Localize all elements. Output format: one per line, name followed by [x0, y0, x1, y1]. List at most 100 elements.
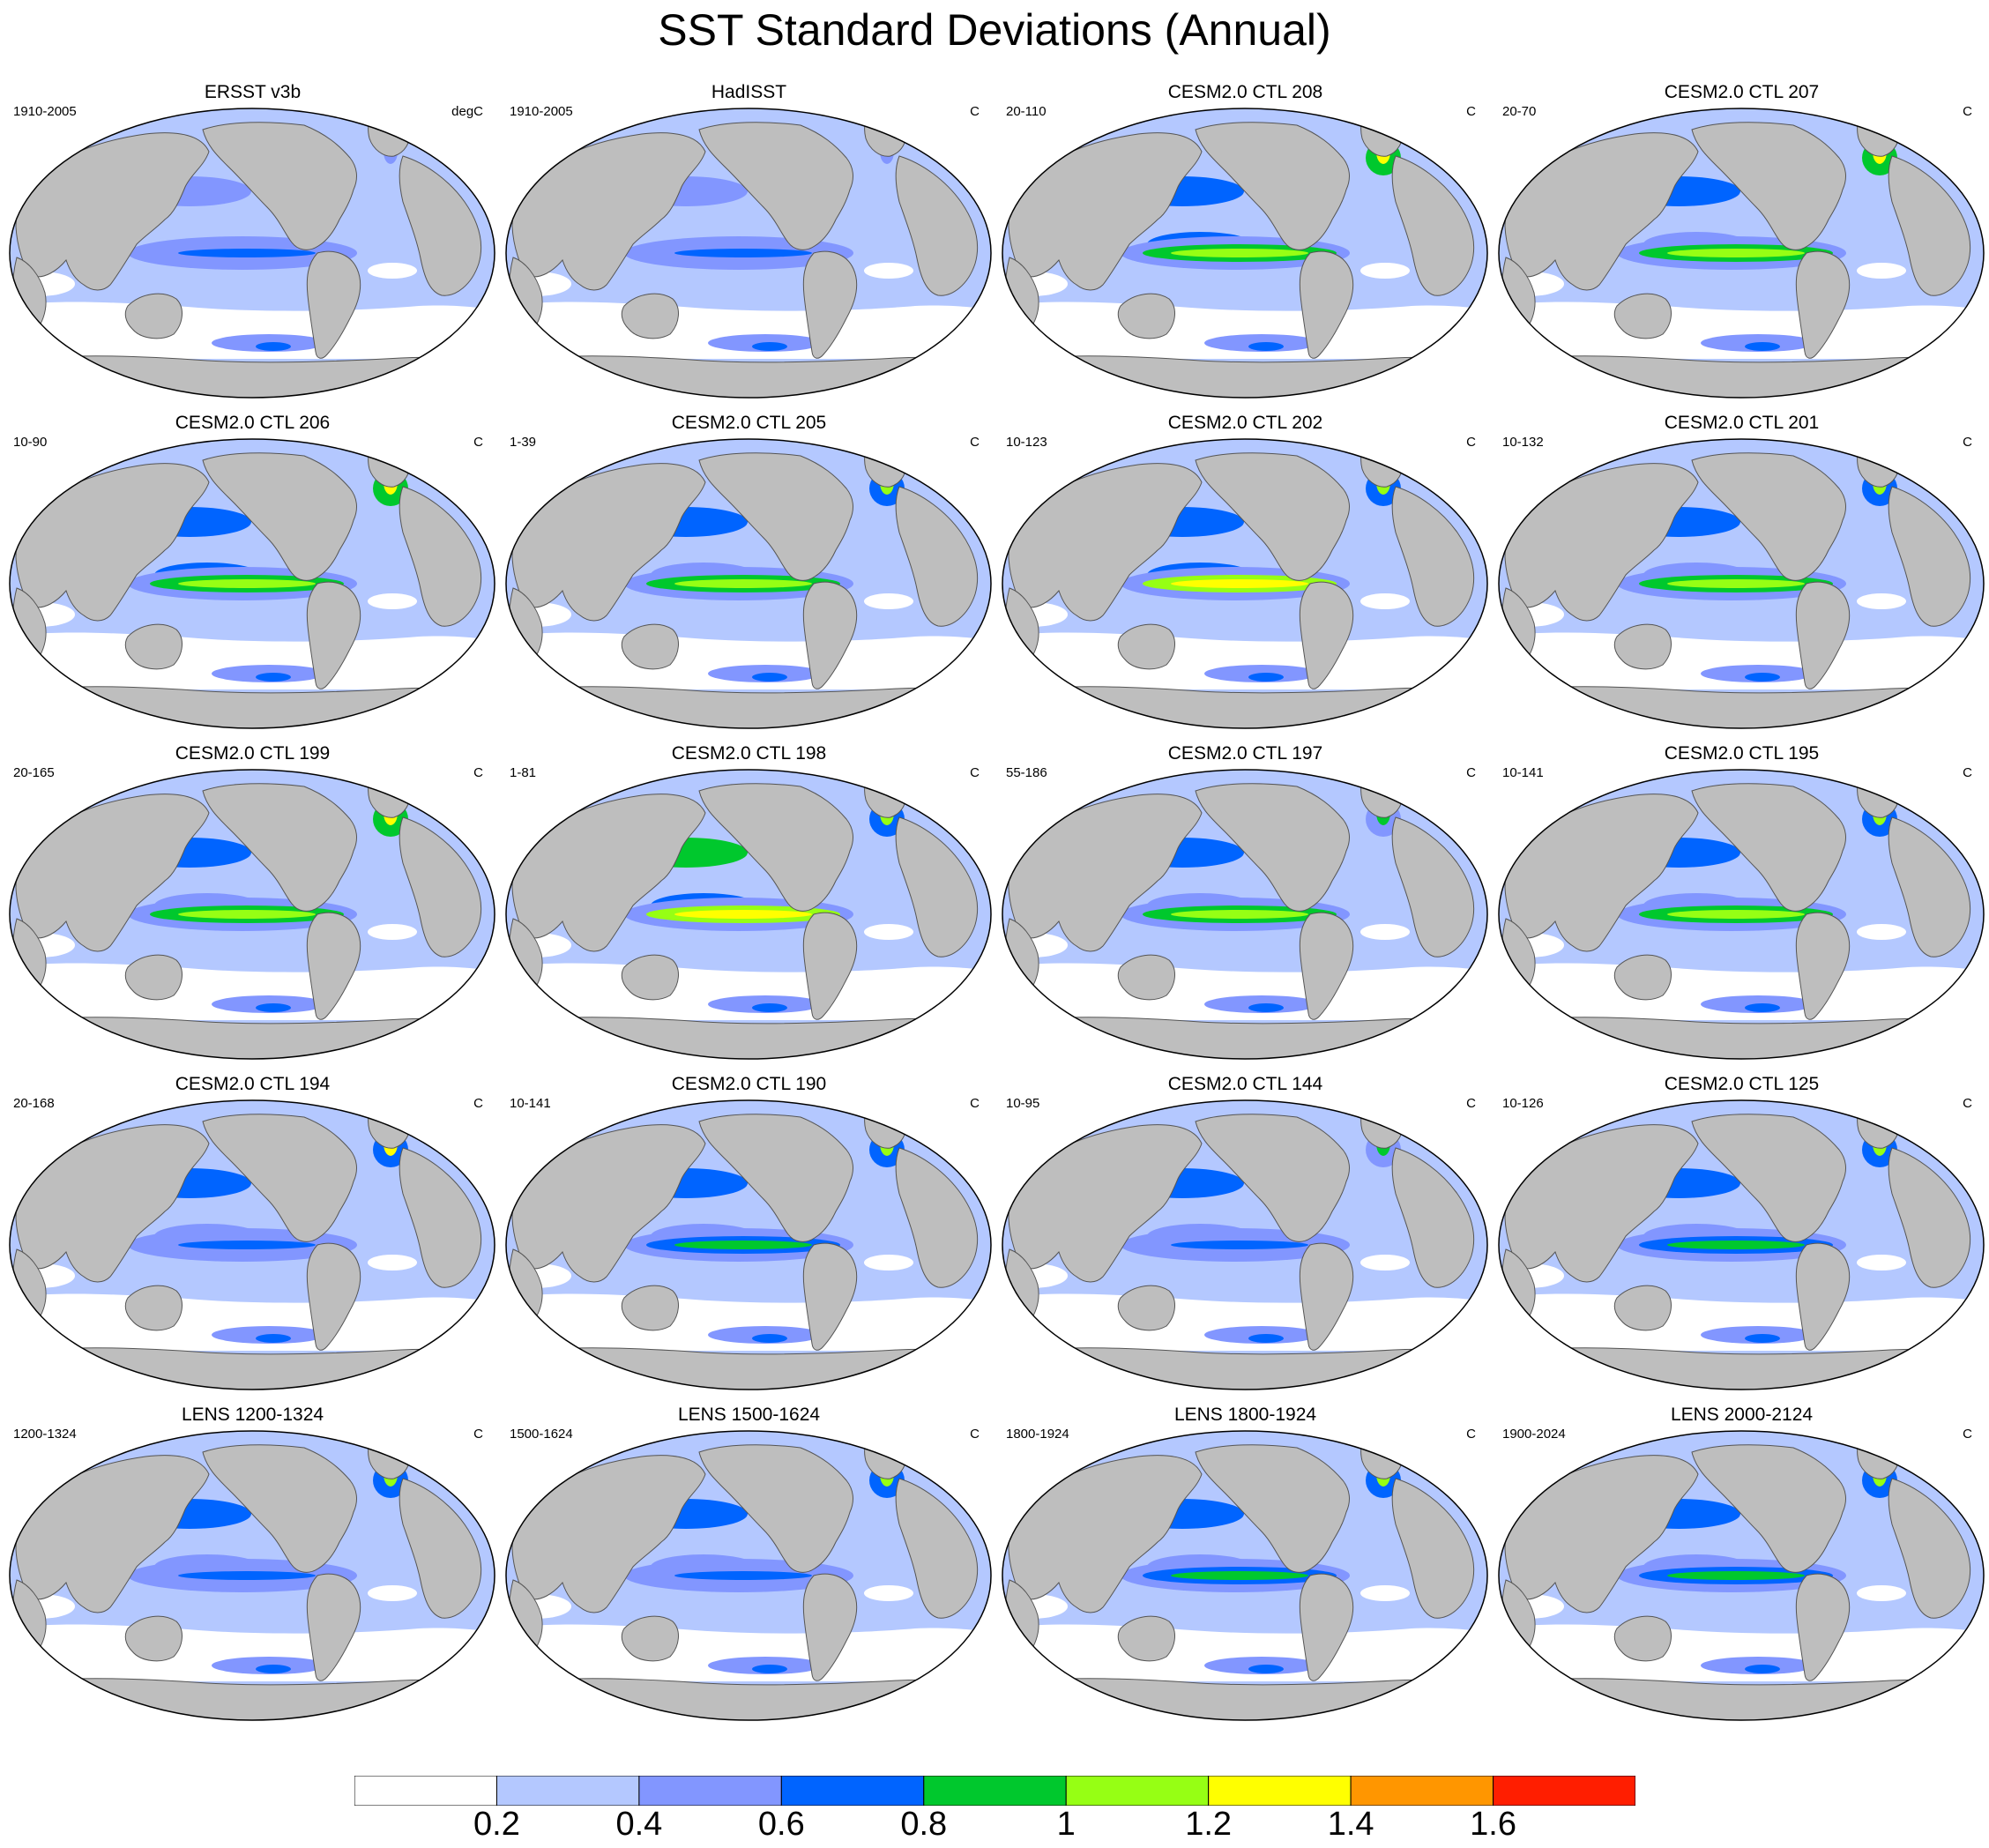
colorbar-tick-label: 1 [1056, 1806, 1076, 1843]
sst-map [1002, 769, 1488, 1060]
panel-units-label: C [970, 1427, 980, 1442]
map-panel: CESM2.0 CTL 205 1-39 C [501, 413, 997, 734]
colorbar-tick-label: 0.6 [757, 1806, 805, 1843]
colorbar [354, 1776, 1635, 1806]
panel-period-label: 1900-2024 [1502, 1427, 1566, 1442]
panel-period-label: 1500-1624 [510, 1427, 573, 1442]
panel-units-label: C [1963, 1096, 1972, 1111]
map-panel: CESM2.0 CTL 144 10-95 C [997, 1074, 1494, 1396]
sst-map [505, 108, 992, 399]
panel-period-label: 1800-1924 [1006, 1427, 1069, 1442]
panel-units-label: C [970, 104, 980, 119]
colorbar-segment [1065, 1776, 1210, 1806]
map-panel: CESM2.0 CTL 125 10-126 C [1494, 1074, 1989, 1396]
map-panel: CESM2.0 CTL 207 20-70 C [1494, 82, 1989, 404]
colorbar-tick-label: 1.4 [1327, 1806, 1374, 1843]
map-panel: CESM2.0 CTL 198 1-81 C [501, 743, 997, 1065]
map-panel: CESM2.0 CTL 195 10-141 C [1494, 743, 1989, 1065]
panel-period-label: 20-165 [13, 765, 55, 780]
panel-period-label: 1-81 [510, 765, 537, 780]
sst-map [505, 438, 992, 729]
sst-map [1498, 108, 1985, 399]
colorbar-tick-label: 0.2 [473, 1806, 520, 1843]
sst-map [9, 769, 495, 1060]
panel-units-label: C [1963, 435, 1972, 450]
panel-period-label: 10-123 [1006, 435, 1047, 450]
panel-period-label: 10-90 [13, 435, 48, 450]
sst-map [9, 1099, 495, 1390]
panel-units-label: C [473, 1427, 483, 1442]
map-panel: CESM2.0 CTL 208 20-110 C [997, 82, 1494, 404]
panel-title: CESM2.0 CTL 205 [671, 413, 827, 433]
panel-title: LENS 1500-1624 [677, 1405, 821, 1425]
panel-period-label: 55-186 [1006, 765, 1047, 780]
colorbar-segment [354, 1776, 497, 1806]
panel-title: CESM2.0 CTL 144 [1167, 1074, 1323, 1094]
panel-title: CESM2.0 CTL 199 [175, 743, 331, 764]
map-panel: CESM2.0 CTL 206 10-90 C [4, 413, 501, 734]
panel-units-label: C [473, 765, 483, 780]
panel-period-label: 1-39 [510, 435, 537, 450]
panel-title: CESM2.0 CTL 207 [1664, 82, 1820, 102]
panel-title: CESM2.0 CTL 201 [1664, 413, 1820, 433]
map-panel: CESM2.0 CTL 197 55-186 C [997, 743, 1494, 1065]
map-panel: CESM2.0 CTL 194 20-168 C [4, 1074, 501, 1396]
map-panel: HadISST 1910-2005 C [501, 82, 997, 404]
panel-title: LENS 1200-1324 [181, 1405, 324, 1425]
panel-period-label: 20-168 [13, 1096, 55, 1111]
panel-period-label: 1200-1324 [13, 1427, 77, 1442]
panel-units-label: C [1963, 765, 1972, 780]
sst-map [1002, 1430, 1488, 1721]
map-panel: LENS 1200-1324 1200-1324 C [4, 1405, 501, 1726]
sst-map [1498, 1099, 1985, 1390]
panel-title: CESM2.0 CTL 195 [1664, 743, 1820, 764]
map-panel: CESM2.0 CTL 201 10-132 C [1494, 413, 1989, 734]
sst-map [1002, 108, 1488, 399]
panel-units-label: C [970, 765, 980, 780]
panel-period-label: 10-126 [1502, 1096, 1544, 1111]
panel-units-label: C [970, 435, 980, 450]
sst-map [1498, 1430, 1985, 1721]
colorbar-segment [1493, 1776, 1635, 1806]
sst-map [9, 1430, 495, 1721]
panel-period-label: 20-110 [1006, 104, 1047, 119]
colorbar-segment [638, 1776, 782, 1806]
panel-title: CESM2.0 CTL 202 [1167, 413, 1323, 433]
panel-units-label: C [1466, 1096, 1476, 1111]
map-panel: LENS 2000-2124 1900-2024 C [1494, 1405, 1989, 1726]
colorbar-segment [923, 1776, 1067, 1806]
panel-units-label: C [970, 1096, 980, 1111]
panel-period-label: 10-95 [1006, 1096, 1040, 1111]
panel-period-label: 10-141 [510, 1096, 551, 1111]
sst-map [1498, 438, 1985, 729]
sst-map [9, 438, 495, 729]
panel-units-label: C [473, 435, 483, 450]
sst-map [505, 1430, 992, 1721]
colorbar-tick-label: 1.2 [1185, 1806, 1233, 1843]
panel-period-label: 1910-2005 [510, 104, 573, 119]
colorbar-labels: 0.2 0.4 0.6 0.8 1 1.2 1.4 1.6 [0, 1804, 1989, 1848]
panel-period-label: 10-132 [1502, 435, 1544, 450]
sst-map [1498, 769, 1985, 1060]
sst-map [1002, 1099, 1488, 1390]
panel-units-label: C [1466, 435, 1476, 450]
panel-period-label: 1910-2005 [13, 104, 77, 119]
panel-title: HadISST [711, 82, 787, 102]
panel-units-label: C [1466, 1427, 1476, 1442]
panel-title: CESM2.0 CTL 198 [671, 743, 827, 764]
map-panel: CESM2.0 CTL 199 20-165 C [4, 743, 501, 1065]
panel-units-label: C [1466, 765, 1476, 780]
map-panel: ERSST v3b 1910-2005 degC [4, 82, 501, 404]
colorbar-tick-label: 0.8 [900, 1806, 948, 1843]
panel-title: CESM2.0 CTL 197 [1167, 743, 1323, 764]
sst-map [505, 769, 992, 1060]
panel-title: CESM2.0 CTL 190 [671, 1074, 827, 1094]
panel-title: CESM2.0 CTL 208 [1167, 82, 1323, 102]
panel-units-label: C [1466, 104, 1476, 119]
panel-units-label: degC [451, 104, 483, 119]
sst-map [505, 1099, 992, 1390]
panel-period-label: 10-141 [1502, 765, 1544, 780]
colorbar-segment [780, 1776, 925, 1806]
panel-title: LENS 2000-2124 [1670, 1405, 1814, 1425]
